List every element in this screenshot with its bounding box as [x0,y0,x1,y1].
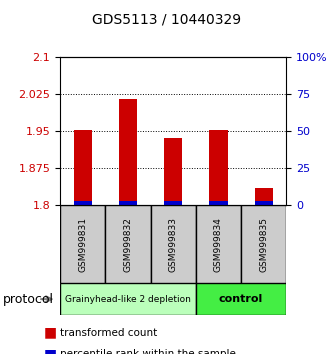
Text: Grainyhead-like 2 depletion: Grainyhead-like 2 depletion [65,295,191,304]
Text: ■: ■ [43,326,56,340]
Bar [164,201,182,205]
Bar [74,201,92,205]
Text: control: control [219,294,263,304]
Text: GDS5113 / 10440329: GDS5113 / 10440329 [92,12,241,27]
FancyBboxPatch shape [196,283,286,315]
FancyBboxPatch shape [196,205,241,283]
Text: protocol: protocol [3,293,54,306]
Text: GSM999831: GSM999831 [78,217,87,272]
Bar [74,131,92,205]
Text: GSM999832: GSM999832 [123,217,133,272]
Text: GSM999833: GSM999833 [168,217,178,272]
Text: percentile rank within the sample: percentile rank within the sample [60,349,236,354]
Bar [255,201,273,205]
Bar [255,188,273,205]
FancyBboxPatch shape [241,205,286,283]
Text: GSM999834: GSM999834 [214,217,223,272]
Bar [209,131,227,205]
Text: ■: ■ [43,347,56,354]
Text: transformed count: transformed count [60,328,157,338]
FancyBboxPatch shape [60,205,105,283]
Bar [119,99,137,205]
FancyBboxPatch shape [151,205,196,283]
FancyBboxPatch shape [105,205,151,283]
Text: GSM999835: GSM999835 [259,217,268,272]
FancyBboxPatch shape [60,283,196,315]
Bar [119,201,137,205]
Bar [209,201,227,205]
Bar [164,138,182,205]
